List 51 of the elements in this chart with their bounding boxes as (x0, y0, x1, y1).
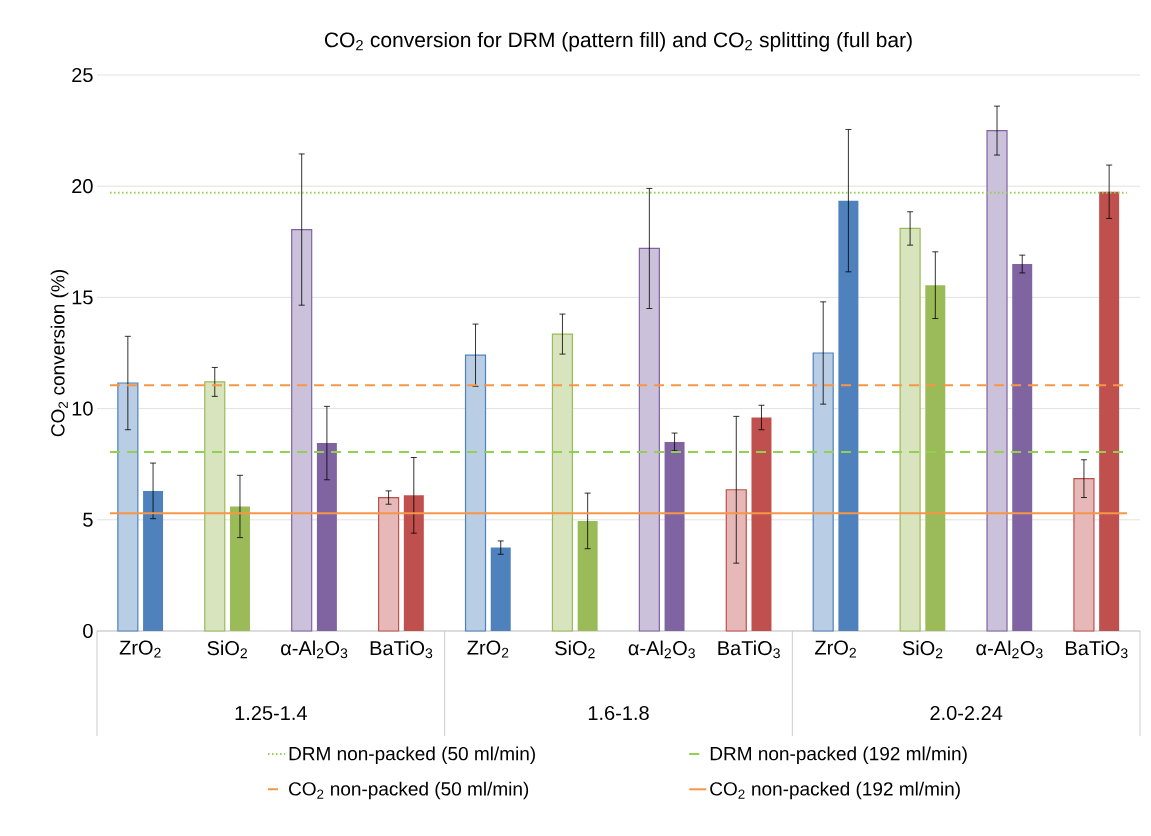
y-tick-label: 20 (72, 179, 93, 194)
text: 1.6-1.8 (588, 705, 649, 721)
y-axis-title: CO$_{2}$ conversion (%) (50, 270, 69, 437)
bar (986, 130, 1008, 632)
bar (551, 333, 574, 632)
x-tick-label: α-Al$_{2}$O$_{3}$ (976, 640, 1043, 659)
bar (1099, 191, 1120, 631)
bar (291, 228, 313, 632)
bar (638, 247, 660, 632)
legend-label: DRM non-packed (192 ml/min) (710, 746, 967, 765)
bar (378, 496, 400, 632)
x-tick-label: ZrO$_{2}$ (467, 640, 509, 658)
bar (403, 495, 424, 631)
bar (1012, 264, 1033, 631)
x-tick-label: BaTiO$_{3}$ (370, 640, 433, 659)
bar (229, 506, 250, 631)
bar (577, 520, 598, 631)
bar (117, 382, 139, 632)
bar (751, 417, 772, 631)
bar (464, 354, 487, 632)
bar (204, 381, 226, 632)
x-tick-label: BaTiO$_{3}$ (718, 640, 780, 659)
legend-label: CO$_{2}$ non-packed (50 ml/min) (289, 781, 529, 800)
legend-label: CO$_{2}$ non-packed (192 ml/min) (710, 781, 960, 800)
text: 1.25-1.4 (235, 705, 307, 721)
y-tick-label: 15 (72, 290, 93, 305)
text: 2.0-2.24 (930, 705, 1003, 721)
bar (812, 352, 834, 632)
bar (664, 441, 685, 631)
x-tick-label: SiO$_{2}$ (902, 640, 943, 659)
y-tick-label: 5 (83, 512, 93, 527)
x-tick-label: α-Al$_{2}$O$_{3}$ (281, 640, 348, 659)
bar (316, 443, 337, 631)
bar (143, 490, 164, 631)
bar (725, 489, 747, 632)
bar (490, 547, 511, 631)
x-tick-label: ZrO$_{2}$ (119, 640, 161, 658)
x-tick-label: ZrO$_{2}$ (815, 640, 856, 658)
y-tick-label: 10 (72, 401, 93, 416)
x-tick-label: α-Al$_{2}$O$_{3}$ (628, 640, 695, 659)
chart-title: CO$_{2}$ conversion for DRM (pattern fill) and CO$_{2}$ splitting (full bar) (324, 31, 912, 52)
bar (1073, 478, 1095, 632)
bar (899, 227, 921, 632)
x-tick-label: SiO$_{2}$ (555, 640, 595, 659)
bar (838, 200, 859, 631)
y-tick-label: 0 (83, 623, 93, 639)
x-tick-label: SiO$_{2}$ (207, 640, 247, 659)
bar (925, 285, 946, 631)
legend-label: DRM non-packed (50 ml/min) (289, 746, 535, 765)
x-tick-label: BaTiO$_{3}$ (1066, 640, 1128, 659)
y-tick-label: 25 (72, 67, 93, 83)
